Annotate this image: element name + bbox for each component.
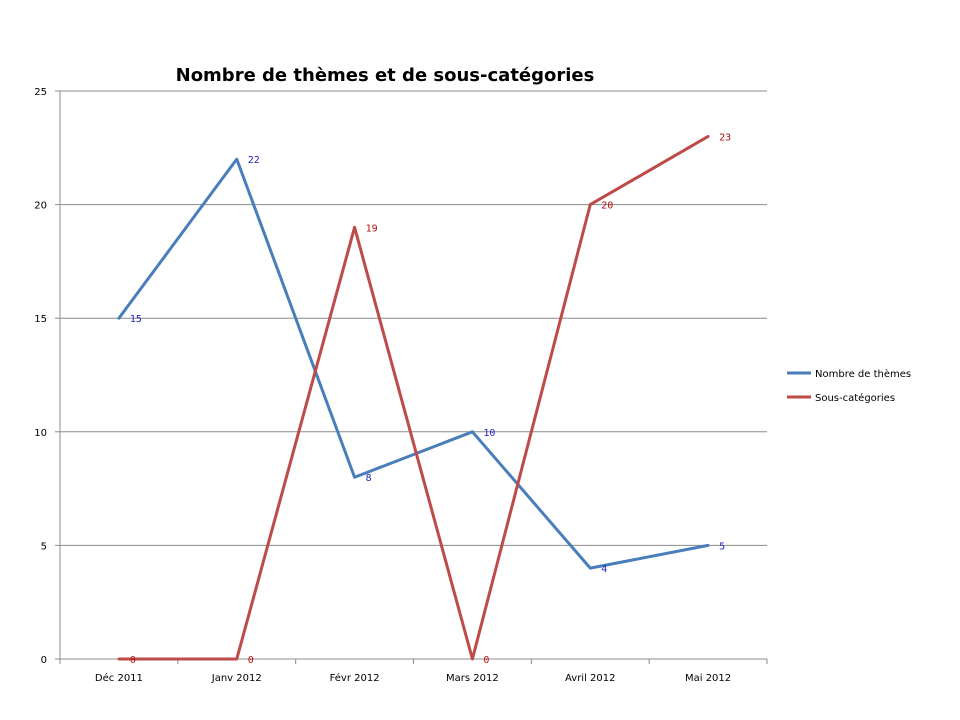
chart-title: Nombre de thèmes et de sous-catégories (176, 65, 595, 86)
y-tick-label: 25 (34, 87, 47, 98)
x-tick-label: Févr 2012 (330, 672, 380, 684)
x-tick-label: Déc 2011 (95, 672, 143, 684)
x-tick-label: Mars 2012 (446, 673, 499, 684)
data-label: 5 (719, 541, 725, 552)
y-tick-label: 5 (41, 541, 47, 552)
y-tick-label: 15 (34, 314, 47, 325)
gridlines (60, 90, 767, 546)
legend: Nombre de thèmes Sous-catégories (787, 368, 911, 404)
data-label: 22 (248, 155, 260, 166)
legend-label: Sous-catégories (815, 392, 895, 404)
legend-label: Nombre de thèmes (815, 368, 911, 380)
data-label: 0 (130, 655, 136, 666)
data-labels: 15 22 8 10 4 5 0 0 19 0 20 23 (130, 132, 731, 666)
data-label: 19 (366, 223, 378, 234)
data-label: 4 (601, 564, 607, 575)
series-lines (117, 134, 710, 661)
series-line-1 (117, 157, 710, 570)
y-tick-label: 10 (34, 428, 47, 439)
data-label: 23 (719, 132, 731, 143)
y-tick-label: 0 (41, 655, 47, 666)
data-label: 0 (483, 655, 489, 666)
data-label: 8 (366, 473, 372, 484)
data-label: 15 (130, 314, 142, 325)
data-label: 0 (248, 655, 254, 666)
x-tick-label: Janv 2012 (211, 673, 262, 684)
axes: 0 5 10 15 20 25 Déc 2011 Janv 2012 Févr 2012 Mars… (34, 87, 768, 684)
data-label: 10 (483, 428, 495, 439)
y-tick-label: 20 (34, 201, 47, 212)
x-tick-label: Mai 2012 (685, 673, 731, 684)
data-label: 20 (601, 201, 613, 212)
x-tick-label: Avril 2012 (565, 673, 615, 684)
series-line-2 (117, 134, 710, 661)
